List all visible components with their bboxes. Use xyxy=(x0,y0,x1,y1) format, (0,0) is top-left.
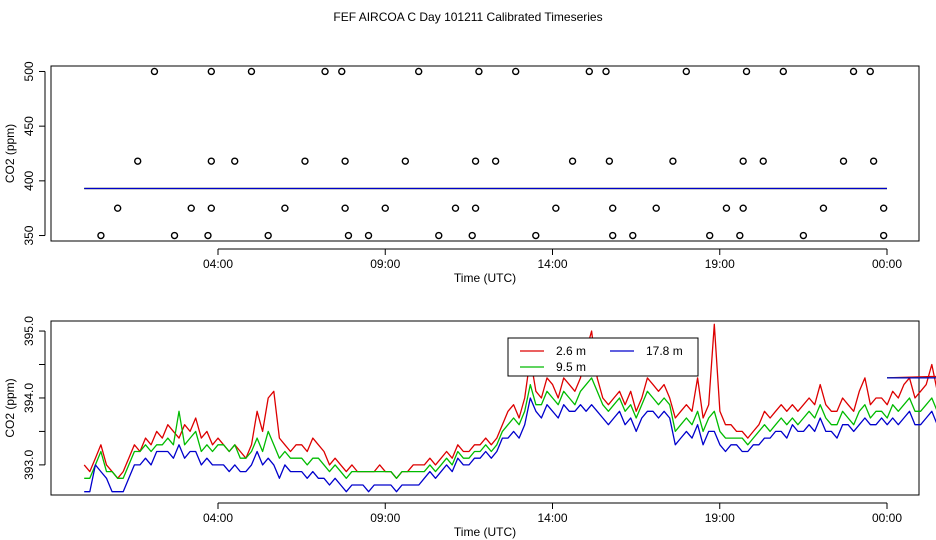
outlier-point xyxy=(879,231,888,240)
outlier-point xyxy=(605,157,614,165)
outlier-point xyxy=(338,67,346,76)
y-axis-label: CO2 (ppm) xyxy=(3,124,17,183)
outlier-point xyxy=(739,204,747,212)
legend-label: 17.8 m xyxy=(646,344,683,358)
outlier-point xyxy=(609,204,617,212)
x-tick-label: 04:00 xyxy=(203,511,233,525)
outlier-point xyxy=(491,157,500,165)
plot-frame-2 xyxy=(50,320,920,496)
outlier-point xyxy=(839,157,848,165)
plot-frame-1 xyxy=(50,65,920,242)
outlier-point xyxy=(113,204,122,212)
outlier-point xyxy=(468,231,476,240)
outlier-point xyxy=(779,67,788,76)
outlier-point xyxy=(401,157,410,165)
outlier-point xyxy=(869,157,878,165)
outlier-point xyxy=(736,231,744,240)
outlier-point xyxy=(207,67,216,76)
outlier-point xyxy=(609,231,617,240)
x-tick-label: 09:00 xyxy=(370,511,400,525)
outlier-point xyxy=(739,157,747,165)
outlier-point xyxy=(552,204,560,212)
x-tick-label: 00:00 xyxy=(872,511,902,525)
outlier-point xyxy=(381,204,389,212)
outlier-point xyxy=(742,67,751,76)
outlier-point xyxy=(799,231,808,240)
outlier-point xyxy=(204,231,212,240)
outlier-point xyxy=(602,67,610,76)
x-tick-label: 14:00 xyxy=(537,511,567,525)
x-axis-label: Time (UTC) xyxy=(454,525,516,539)
outlier-point xyxy=(652,204,660,212)
outlier-point xyxy=(97,231,105,240)
outlier-point xyxy=(819,204,828,212)
x-tick-label: 09:00 xyxy=(370,257,400,271)
outlier-point xyxy=(150,67,159,76)
x-axis-label: Time (UTC) xyxy=(454,271,516,285)
outlier-point xyxy=(682,67,690,76)
outlier-point xyxy=(435,231,443,240)
x-tick-label: 04:00 xyxy=(203,257,233,271)
legend-label: 9.5 m xyxy=(556,360,586,374)
outlier-point xyxy=(512,67,520,76)
legend-box xyxy=(507,337,699,377)
outlier-point xyxy=(415,67,423,76)
outlier-point xyxy=(170,231,179,240)
x-tick-label: 00:00 xyxy=(872,257,902,271)
outlier-point xyxy=(471,157,480,165)
outlier-point xyxy=(585,67,593,76)
outlier-point xyxy=(231,157,239,165)
outlier-point xyxy=(866,67,874,76)
outlier-point xyxy=(706,231,714,240)
outlier-point xyxy=(247,67,256,76)
outlier-point xyxy=(475,67,483,76)
x-tick-label: 19:00 xyxy=(705,257,735,271)
page-title: FEF AIRCOA C Day 101211 Calibrated Times… xyxy=(333,10,603,24)
outlier-point xyxy=(207,157,216,165)
y-tick-label: 400 xyxy=(22,171,36,191)
outlier-point xyxy=(364,231,373,240)
y-tick-label: 395.0 xyxy=(22,316,36,346)
outlier-point xyxy=(532,231,540,240)
outlier-point xyxy=(669,157,677,165)
outlier-point xyxy=(281,204,289,212)
outlier-point xyxy=(722,204,731,212)
outlier-point xyxy=(321,67,329,76)
outlier-point xyxy=(301,157,309,165)
y-tick-label: 450 xyxy=(22,116,36,136)
y-tick-label: 500 xyxy=(22,61,36,81)
series-line-178m xyxy=(84,377,936,493)
outlier-point xyxy=(341,204,349,212)
outlier-point xyxy=(568,157,577,165)
outlier-point xyxy=(451,204,460,212)
x-tick-label: 19:00 xyxy=(705,511,735,525)
outlier-point xyxy=(264,231,272,240)
outlier-point xyxy=(879,204,888,212)
outlier-point xyxy=(187,204,195,212)
outlier-point xyxy=(134,157,142,165)
outlier-point xyxy=(341,157,349,165)
outlier-point xyxy=(207,204,216,212)
y-axis-label: CO2 (ppm) xyxy=(3,378,17,437)
y-tick-label: 350 xyxy=(22,225,36,245)
outlier-point xyxy=(849,67,858,76)
outlier-point xyxy=(629,231,637,240)
outlier-point xyxy=(471,204,480,212)
y-tick-label: 393.0 xyxy=(22,450,36,480)
y-tick-label: 394.0 xyxy=(22,383,36,413)
outlier-point xyxy=(759,157,767,165)
outlier-point xyxy=(344,231,353,240)
legend-label: 2.6 m xyxy=(556,344,586,358)
x-tick-label: 14:00 xyxy=(537,257,567,271)
series-line-95m xyxy=(84,377,936,479)
